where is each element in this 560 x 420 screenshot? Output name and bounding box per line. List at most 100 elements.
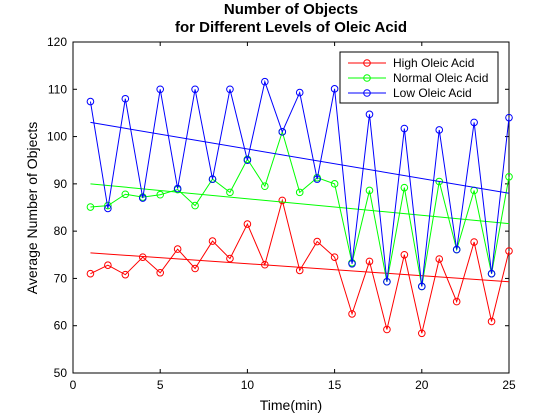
data-point xyxy=(121,190,130,199)
data-point xyxy=(330,180,339,188)
y-axis-label: Average Number of Objects xyxy=(24,122,40,295)
data-point xyxy=(243,156,252,165)
legend-marker xyxy=(363,89,371,97)
data-point xyxy=(487,269,496,278)
data-point xyxy=(400,183,409,192)
data-point xyxy=(330,85,339,93)
data-point xyxy=(104,261,112,269)
data-point xyxy=(278,196,287,205)
x-tick-label: 20 xyxy=(415,378,429,392)
data-point xyxy=(226,85,234,94)
data-point xyxy=(295,266,304,275)
x-axis-ticks: 0 5 10 15 20 25 xyxy=(70,42,516,392)
x-tick-label: 15 xyxy=(328,378,342,392)
y-tick-label: 120 xyxy=(47,35,67,49)
data-point xyxy=(191,264,199,273)
data-point xyxy=(86,97,95,106)
y-tick-label: 110 xyxy=(48,82,67,96)
y-tick-label: 100 xyxy=(47,130,67,144)
trend-line xyxy=(90,121,510,194)
data-point xyxy=(348,259,356,268)
data-point xyxy=(86,203,95,211)
data-point xyxy=(191,85,199,94)
legend-marker xyxy=(363,74,371,82)
x-tick-label: 5 xyxy=(157,378,164,392)
legend-label: Low Oleic Acid xyxy=(393,86,472,100)
data-point xyxy=(505,113,513,122)
data-point xyxy=(435,177,444,186)
series-high-oleic-acid xyxy=(86,196,513,338)
series-line xyxy=(90,198,510,334)
data-point xyxy=(86,269,95,278)
data-point xyxy=(104,204,112,213)
data-point xyxy=(226,254,234,263)
y-tick-label: 50 xyxy=(54,366,68,380)
data-point xyxy=(418,329,426,338)
data-point xyxy=(505,172,513,181)
legend-marker xyxy=(363,59,371,67)
data-point xyxy=(208,175,217,183)
data-point xyxy=(435,255,444,263)
data-point xyxy=(156,85,164,94)
trend-line xyxy=(90,183,510,225)
data-point xyxy=(313,175,321,183)
y-tick-label: 80 xyxy=(54,224,68,238)
data-point xyxy=(173,245,182,253)
data-point xyxy=(470,118,478,127)
x-axis-label: Time(min) xyxy=(260,397,322,413)
data-point xyxy=(121,270,130,279)
data-point xyxy=(173,184,182,193)
x-tick-label: 25 xyxy=(502,378,516,392)
data-point xyxy=(452,245,461,254)
data-point xyxy=(400,250,409,259)
data-point xyxy=(418,282,426,291)
data-point xyxy=(400,124,409,133)
data-point xyxy=(156,190,164,199)
data-point xyxy=(470,238,478,246)
data-point xyxy=(330,253,339,261)
data-point xyxy=(383,325,391,334)
data-point xyxy=(295,188,304,197)
data-point xyxy=(104,201,112,210)
data-point xyxy=(261,77,269,86)
data-point xyxy=(138,253,147,261)
chart-title-line-2: for Different Levels of Oleic Acid xyxy=(175,19,407,36)
y-tick-label: 90 xyxy=(54,177,68,191)
data-point xyxy=(156,268,164,277)
data-point xyxy=(365,186,374,195)
data-point xyxy=(278,128,287,136)
legend-item: Low Oleic Acid xyxy=(348,86,472,100)
legend-item: High Oleic Acid xyxy=(348,56,474,70)
data-point xyxy=(226,188,234,197)
y-axis-ticks: 50 60 70 80 90 100 110 120 xyxy=(47,35,509,380)
x-tick-label: 10 xyxy=(241,378,255,392)
data-point xyxy=(261,260,269,269)
data-point xyxy=(295,88,304,97)
data-point xyxy=(452,297,461,306)
data-point xyxy=(505,247,513,255)
data-point xyxy=(348,310,356,318)
data-point xyxy=(261,182,269,191)
data-point xyxy=(365,257,374,266)
legend-label: Normal Oleic Acid xyxy=(393,71,488,85)
data-point xyxy=(313,237,321,246)
data-point xyxy=(191,201,199,210)
series-low-oleic-acid xyxy=(86,77,513,291)
y-tick-label: 70 xyxy=(54,271,68,285)
series-layer xyxy=(86,77,513,338)
y-tick-label: 60 xyxy=(54,319,68,333)
data-point xyxy=(435,126,444,134)
series-line xyxy=(89,79,510,287)
data-point xyxy=(243,220,252,228)
data-point xyxy=(121,94,130,103)
data-point xyxy=(208,237,217,245)
chart-title-line-1: Number of Objects xyxy=(224,1,358,18)
data-point xyxy=(365,110,374,119)
data-point xyxy=(383,277,391,286)
data-point xyxy=(487,317,496,326)
legend-item: Normal Oleic Acid xyxy=(348,71,488,85)
data-point xyxy=(138,194,147,202)
x-tick-label: 0 xyxy=(70,378,77,392)
